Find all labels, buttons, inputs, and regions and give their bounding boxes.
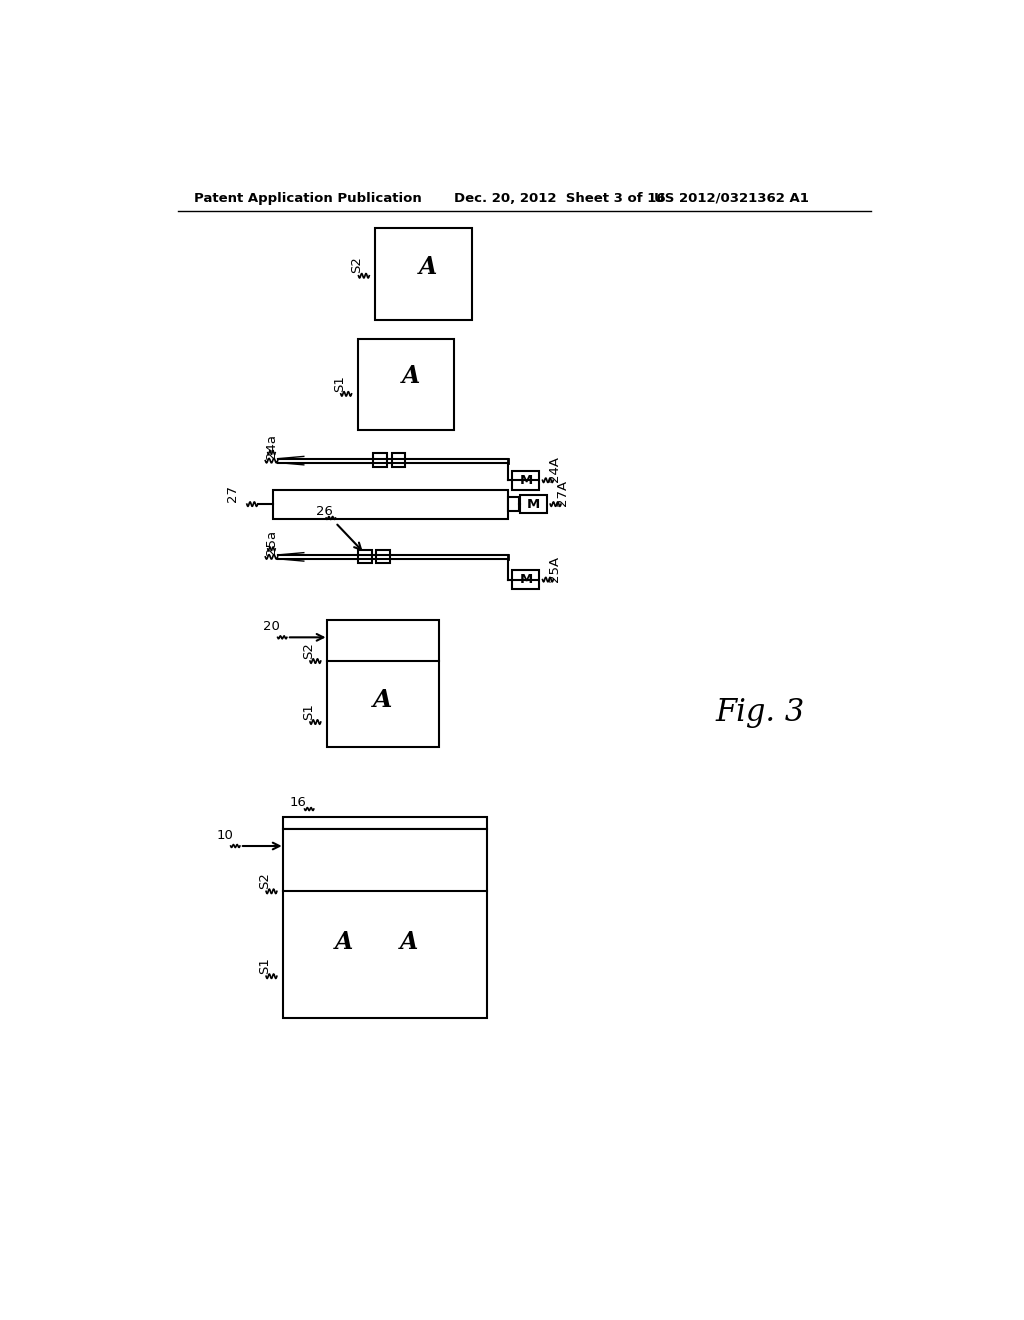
Text: 27A: 27A	[556, 480, 569, 507]
Text: M: M	[519, 573, 532, 586]
Text: Fig. 3: Fig. 3	[716, 697, 805, 729]
Text: A: A	[419, 255, 437, 279]
Text: 25a: 25a	[265, 531, 278, 556]
Text: 20: 20	[263, 620, 280, 634]
Bar	[512, 471, 540, 490]
Bar	[327, 620, 438, 747]
Text: S1: S1	[302, 702, 315, 719]
Text: M: M	[527, 498, 541, 511]
Bar	[391, 453, 406, 467]
Text: Dec. 20, 2012  Sheet 3 of 16: Dec. 20, 2012 Sheet 3 of 16	[454, 191, 666, 205]
Bar	[357, 339, 454, 430]
Text: 27: 27	[226, 484, 240, 502]
Text: A: A	[401, 364, 420, 388]
Text: US 2012/0321362 A1: US 2012/0321362 A1	[654, 191, 809, 205]
Text: 10: 10	[216, 829, 232, 842]
Text: A: A	[335, 929, 353, 954]
Text: 26: 26	[316, 506, 333, 519]
Bar	[283, 817, 487, 829]
Text: S2: S2	[302, 642, 315, 659]
Text: S2: S2	[258, 873, 271, 888]
Bar	[512, 570, 540, 589]
Text: Patent Application Publication: Patent Application Publication	[194, 191, 422, 205]
Text: 25A: 25A	[548, 556, 561, 582]
Text: S1: S1	[258, 957, 271, 974]
Bar	[376, 549, 390, 564]
Bar	[520, 495, 547, 513]
Text: S1: S1	[333, 375, 346, 392]
Bar	[273, 490, 508, 519]
Text: S2: S2	[350, 256, 364, 273]
Bar	[283, 829, 487, 1018]
Text: A: A	[373, 688, 392, 711]
Text: 24a: 24a	[265, 434, 278, 459]
Bar	[376, 227, 472, 321]
Text: A: A	[400, 929, 419, 954]
Text: M: M	[519, 474, 532, 487]
Text: 24A: 24A	[548, 457, 561, 483]
Text: 16: 16	[289, 796, 306, 809]
Bar	[508, 498, 518, 511]
Bar	[373, 453, 387, 467]
Bar	[357, 549, 372, 564]
